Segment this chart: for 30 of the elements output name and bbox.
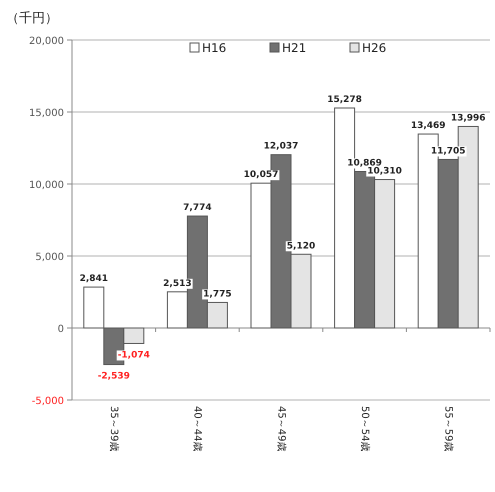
y-tick-label: 10,000 (29, 180, 64, 191)
data-label: 13,469 (410, 121, 446, 132)
y-tick-label: 15,000 (29, 108, 64, 119)
x-tick-label: 35～39歳 (108, 406, 120, 452)
x-tick-label: 45～49歳 (275, 406, 288, 452)
data-label: 2,841 (80, 274, 108, 284)
data-label: 2,513 (163, 278, 192, 289)
data-label: 11,705 (430, 146, 466, 156)
legend-label: H26 (362, 41, 386, 55)
data-label: 12,037 (264, 142, 298, 152)
data-label: 7,774 (183, 203, 212, 214)
data-label: 10,057 (244, 170, 278, 180)
data-label: 15,278 (327, 94, 362, 105)
y-tick-label: 0 (58, 324, 64, 335)
data-label: 1,775 (203, 289, 232, 300)
x-tick-label: 55～59歳 (442, 406, 454, 452)
data-label: -1,074 (118, 350, 150, 360)
x-tick-label: 50～54歳 (358, 406, 371, 452)
data-label: 5,120 (286, 241, 316, 252)
x-tick-label: 40～44歳 (192, 406, 204, 452)
y-tick-label: -5,000 (32, 396, 64, 407)
data-label: 13,996 (450, 113, 486, 124)
data-label: 10,869 (347, 158, 382, 168)
data-label: -2,539 (98, 372, 130, 382)
y-axis-title: （千円） (6, 11, 58, 26)
data-label: 10,310 (367, 166, 402, 177)
legend-label: H16 (202, 41, 226, 55)
y-tick-label: 20,000 (29, 36, 64, 47)
legend-label: H21 (282, 41, 306, 55)
y-tick-label: 5,000 (35, 252, 64, 263)
